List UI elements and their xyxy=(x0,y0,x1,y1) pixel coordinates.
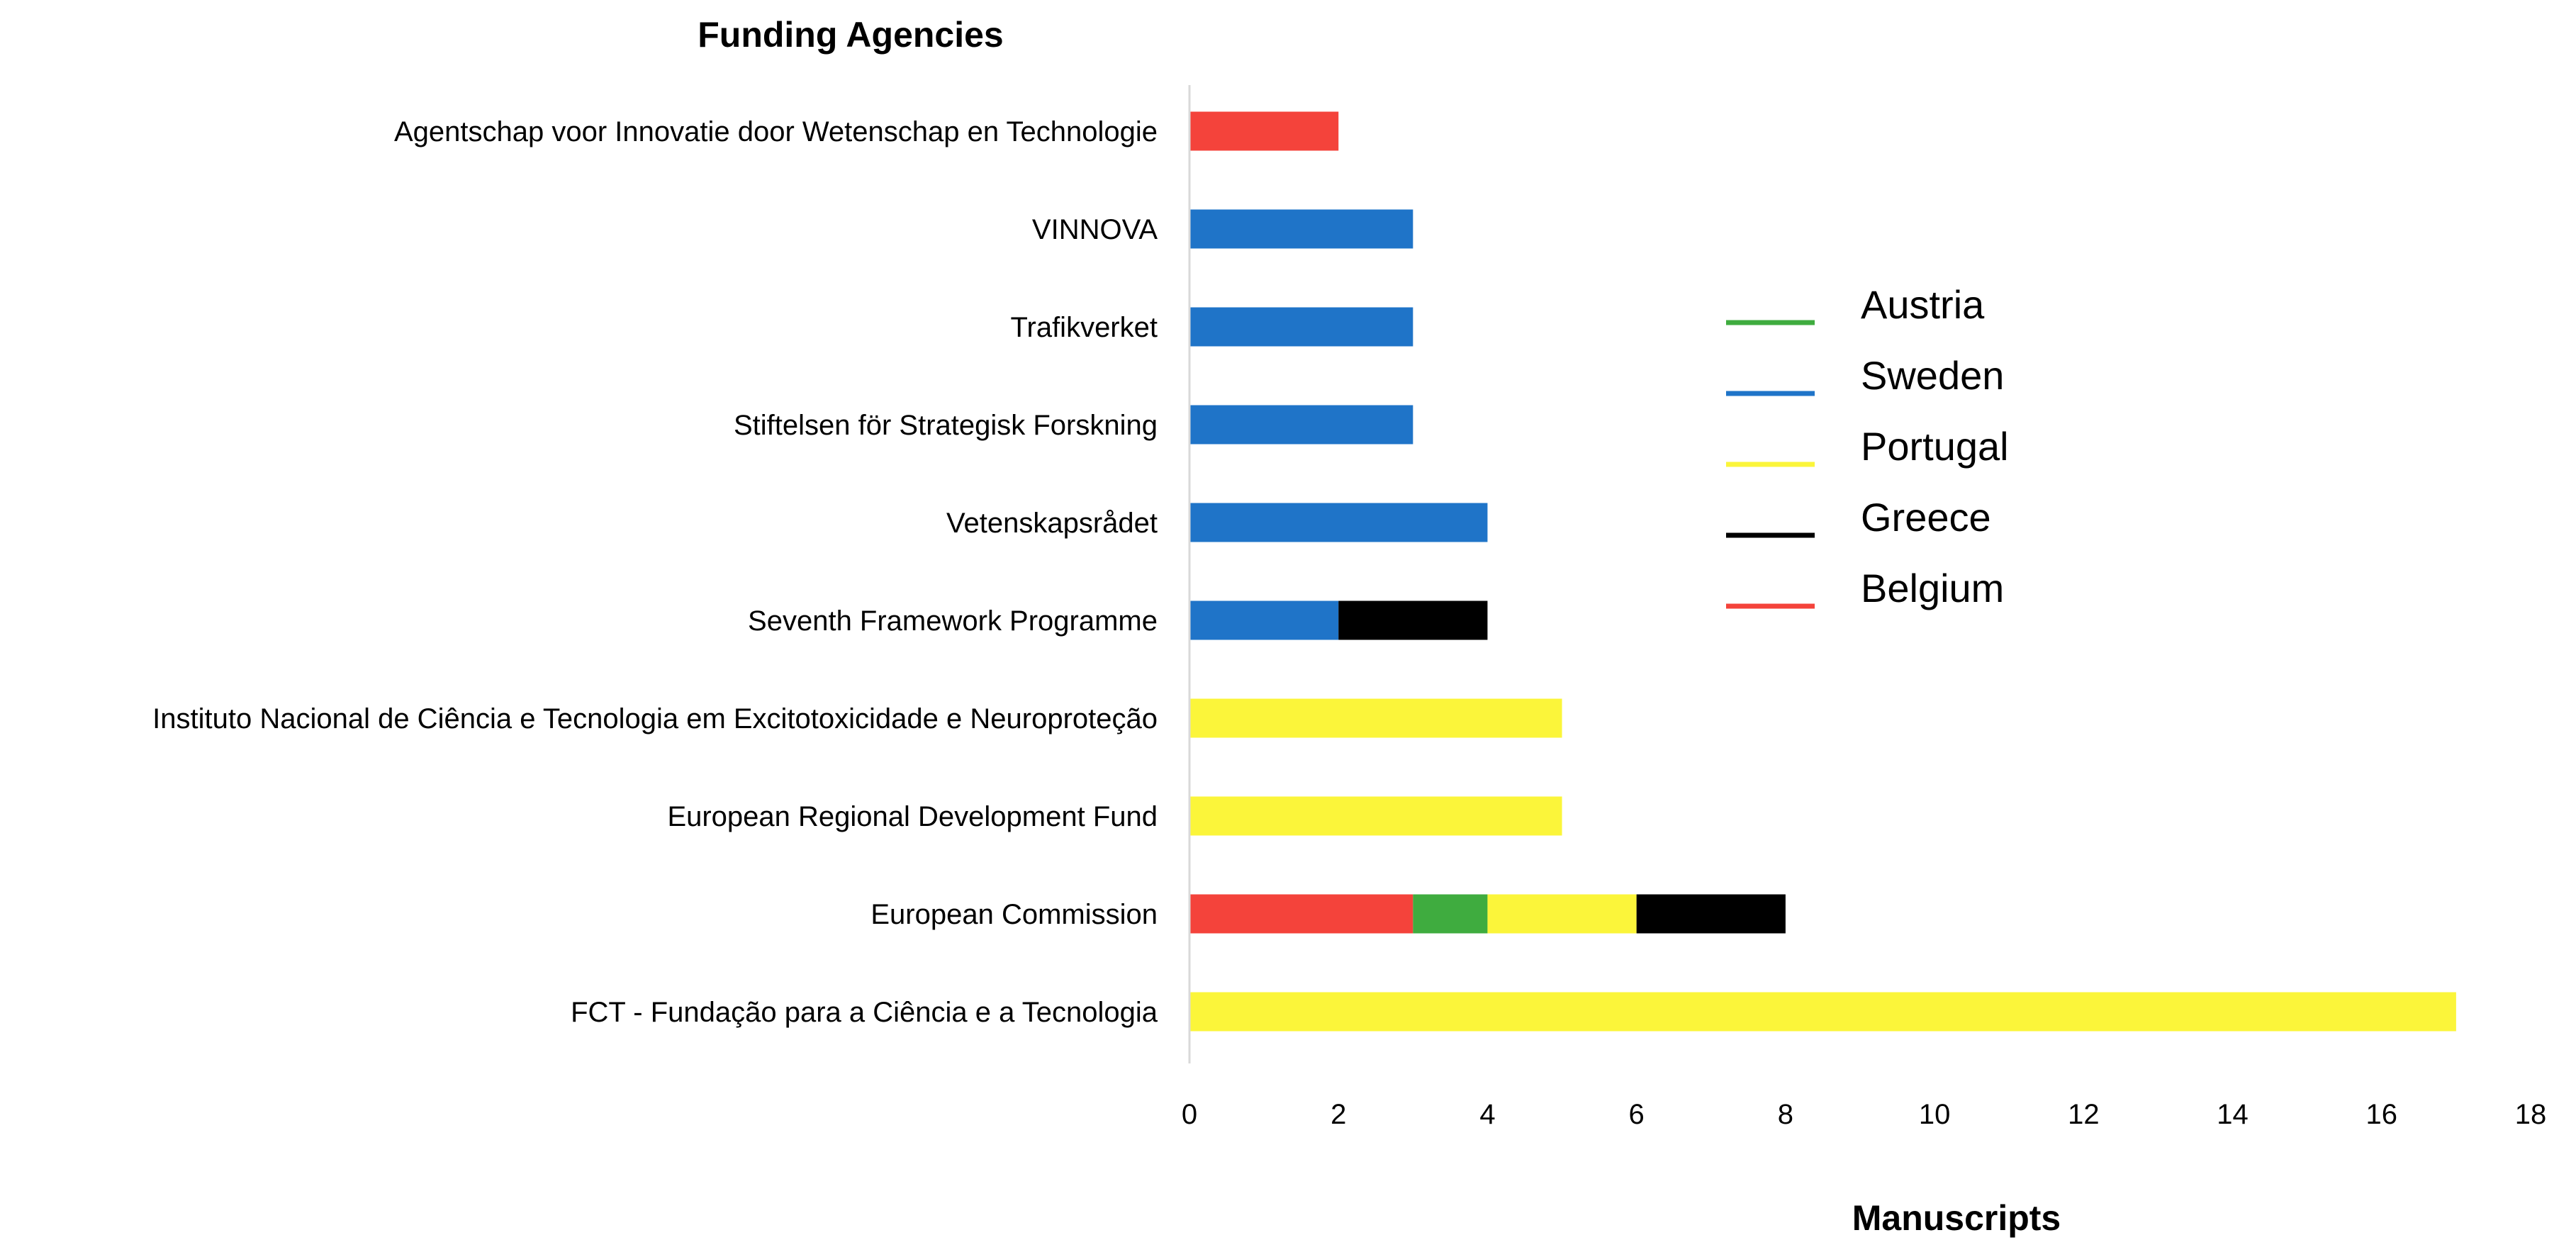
bars xyxy=(1189,111,2456,1032)
bar-vetenskapsradet-sweden xyxy=(1189,503,1488,542)
legend-label-austria: Austria xyxy=(1861,282,1985,327)
bar-seventh-framework-programme-sweden xyxy=(1189,600,1339,640)
category-label-instituto-nacional-de-ciencia-e-tecnologia-em-excitotoxicidade-e-neuroprotecao: Instituto Nacional de Ciência e Tecnolog… xyxy=(152,703,1158,734)
bar-european-regional-development-fund-portugal xyxy=(1189,796,1562,836)
bar-trafikverket-sweden xyxy=(1189,307,1413,347)
category-label-fct-fundacao-para-a-ciencia-e-a-tecnologia: FCT - Fundação para a Ciência e a Tecnol… xyxy=(571,997,1158,1028)
category-label-stiftelsen-for-strategisk-forskning: Stiftelsen för Strategisk Forskning xyxy=(734,410,1158,441)
x-axis-title: Manuscripts xyxy=(1852,1198,2061,1238)
legend-label-belgium: Belgium xyxy=(1861,566,2004,610)
bar-agentschap-voor-innovatie-door-wetenschap-en-technologie-belgium xyxy=(1189,111,1339,151)
x-tick-label-12: 12 xyxy=(2068,1099,2100,1130)
bar-fct-fundacao-para-a-ciencia-e-a-tecnologia-portugal xyxy=(1189,992,2456,1032)
bar-seventh-framework-programme-greece xyxy=(1338,600,1488,640)
x-tick-label-10: 10 xyxy=(1919,1099,1951,1130)
chart-title: Funding Agencies xyxy=(698,15,1004,55)
x-tick-label-8: 8 xyxy=(1778,1099,1793,1130)
category-labels: Agentschap voor Innovatie door Wetenscha… xyxy=(152,116,1158,1028)
legend-label-greece: Greece xyxy=(1861,495,1991,540)
bar-european-commission-portugal xyxy=(1487,894,1637,934)
legend-label-portugal: Portugal xyxy=(1861,424,2009,469)
x-tick-label-0: 0 xyxy=(1182,1099,1197,1130)
category-label-vinnova: VINNOVA xyxy=(1032,214,1158,245)
category-label-seventh-framework-programme: Seventh Framework Programme xyxy=(748,605,1158,637)
x-tick-label-2: 2 xyxy=(1331,1099,1346,1130)
x-tick-label-4: 4 xyxy=(1479,1099,1495,1130)
bar-european-commission-greece xyxy=(1636,894,1786,934)
category-label-european-commission: European Commission xyxy=(870,899,1158,930)
x-tick-label-6: 6 xyxy=(1629,1099,1645,1130)
x-tick-label-16: 16 xyxy=(2366,1099,2398,1130)
x-axis-ticks: 0 2 4 6 8 10 12 14 16 18 xyxy=(1182,1099,2546,1130)
x-tick-label-18: 18 xyxy=(2515,1099,2547,1130)
bar-instituto-nacional-de-ciencia-e-tecnologia-em-excitotoxicidade-e-neuroprotecao-portugal xyxy=(1189,698,1562,738)
bar-european-commission-austria xyxy=(1413,894,1488,934)
category-label-agentschap-voor-innovatie-door-wetenschap-en-technologie: Agentschap voor Innovatie door Wetenscha… xyxy=(394,116,1158,147)
bar-european-commission-belgium xyxy=(1189,894,1413,934)
x-tick-label-14: 14 xyxy=(2217,1099,2249,1130)
bar-vinnova-sweden xyxy=(1189,209,1413,249)
category-label-european-regional-development-fund: European Regional Development Fund xyxy=(667,801,1158,832)
category-label-vetenskapsradet: Vetenskapsrådet xyxy=(946,508,1158,539)
legend: Austria Sweden Portugal Greece Belgium xyxy=(1726,282,2009,610)
legend-label-sweden: Sweden xyxy=(1861,353,2004,398)
bar-stiftelsen-for-strategisk-forskning-sweden xyxy=(1189,405,1413,445)
category-label-trafikverket: Trafikverket xyxy=(1011,312,1158,343)
